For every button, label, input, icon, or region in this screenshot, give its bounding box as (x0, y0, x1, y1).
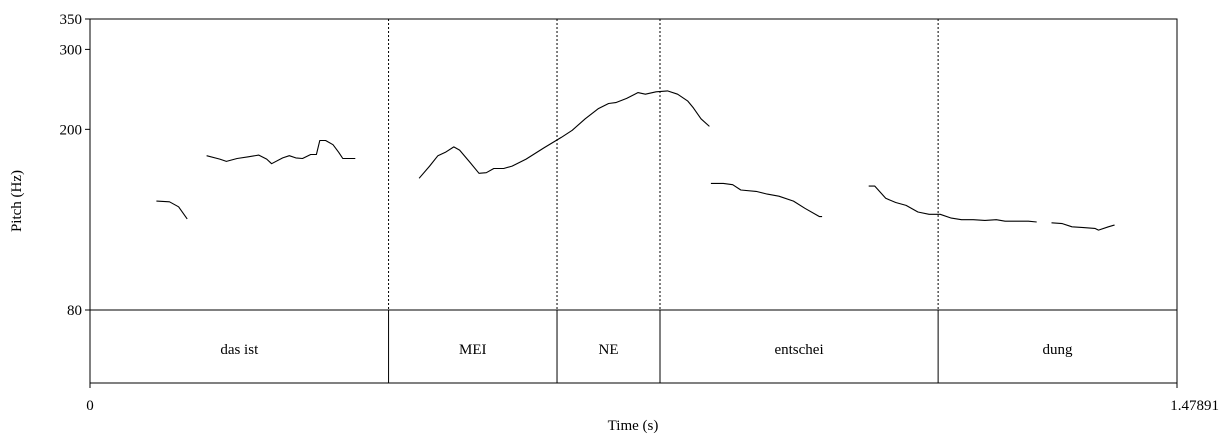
pitch-line (418, 90, 710, 179)
pitch-line (206, 139, 356, 165)
tier-label: NE (599, 342, 619, 358)
pitch-line (868, 185, 1037, 223)
x-axis: 0 1.47891 (86, 383, 1219, 414)
x-tick-label: 0 (86, 398, 94, 414)
y-tick-label: 200 (60, 122, 83, 138)
word-boundaries (388, 19, 939, 310)
pitch-line (156, 200, 188, 220)
x-tick-label: 1.47891 (1170, 398, 1219, 414)
pitch-curves (156, 90, 1115, 231)
y-tick-label: 300 (60, 42, 83, 58)
y-tick-label: 80 (67, 303, 82, 319)
text-tier: das ist MEI NE entschei dung (220, 310, 1073, 383)
y-axis: 80 200 300 350 (60, 12, 90, 319)
x-axis-label: Time (s) (608, 418, 659, 434)
y-tick-label: 350 (60, 12, 83, 28)
tier-label: MEI (459, 342, 487, 358)
pitch-line (710, 182, 823, 218)
tier-label: entschei (774, 342, 823, 358)
plot-frame (89, 18, 1178, 384)
tier-label: dung (1043, 342, 1074, 358)
pitch-line (1051, 222, 1115, 231)
tier-label: das ist (220, 342, 259, 358)
y-axis-label: Pitch (Hz) (9, 170, 25, 232)
